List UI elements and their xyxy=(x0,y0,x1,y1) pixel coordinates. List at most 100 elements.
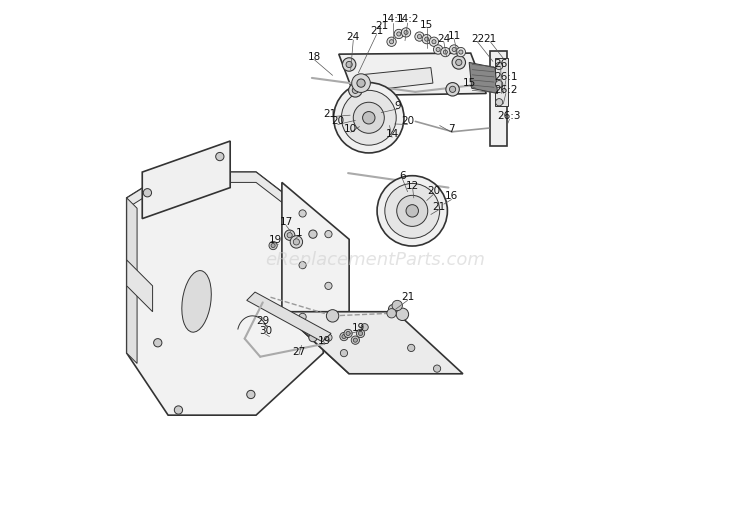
Text: 14: 14 xyxy=(386,129,399,139)
Circle shape xyxy=(404,30,408,34)
Polygon shape xyxy=(490,50,507,146)
Circle shape xyxy=(394,29,404,38)
Circle shape xyxy=(377,176,448,246)
Circle shape xyxy=(452,56,466,69)
Circle shape xyxy=(334,83,404,153)
Circle shape xyxy=(433,365,441,372)
Circle shape xyxy=(325,334,332,341)
Circle shape xyxy=(299,210,306,217)
Circle shape xyxy=(415,32,424,41)
Circle shape xyxy=(143,189,152,197)
Circle shape xyxy=(422,34,431,44)
Text: 21: 21 xyxy=(432,202,445,212)
Circle shape xyxy=(496,81,502,88)
Circle shape xyxy=(216,152,224,161)
Circle shape xyxy=(271,243,275,248)
Text: 21: 21 xyxy=(323,109,337,119)
Circle shape xyxy=(290,236,302,248)
Circle shape xyxy=(352,74,370,93)
Circle shape xyxy=(387,37,396,46)
Text: 14:2: 14:2 xyxy=(396,15,419,24)
Circle shape xyxy=(449,86,456,93)
Text: 22: 22 xyxy=(471,34,484,44)
Circle shape xyxy=(436,47,440,51)
Text: 24: 24 xyxy=(437,34,451,44)
Circle shape xyxy=(269,241,278,250)
Circle shape xyxy=(424,37,429,41)
Circle shape xyxy=(247,391,255,399)
Circle shape xyxy=(401,28,411,37)
Polygon shape xyxy=(127,198,137,363)
Text: 19: 19 xyxy=(269,236,282,245)
Text: 26: 26 xyxy=(494,59,507,70)
Circle shape xyxy=(309,230,317,238)
Text: eReplacementParts.com: eReplacementParts.com xyxy=(265,251,485,269)
Circle shape xyxy=(389,40,394,44)
Text: 1: 1 xyxy=(296,228,302,238)
Circle shape xyxy=(284,230,295,240)
Circle shape xyxy=(387,308,396,318)
Circle shape xyxy=(397,196,427,226)
Text: 14:1: 14:1 xyxy=(381,15,405,24)
Circle shape xyxy=(340,349,347,357)
Text: 7: 7 xyxy=(448,124,454,134)
Polygon shape xyxy=(127,172,323,415)
Circle shape xyxy=(443,50,448,54)
Circle shape xyxy=(299,313,306,320)
Text: 9: 9 xyxy=(394,101,400,111)
Text: 26:2: 26:2 xyxy=(494,85,517,95)
Circle shape xyxy=(362,112,375,124)
Circle shape xyxy=(353,102,384,133)
Polygon shape xyxy=(247,292,331,342)
Circle shape xyxy=(287,232,292,238)
Circle shape xyxy=(459,50,463,54)
Circle shape xyxy=(429,37,439,46)
Circle shape xyxy=(446,83,459,96)
Text: 6: 6 xyxy=(399,171,406,180)
Circle shape xyxy=(356,329,364,337)
Polygon shape xyxy=(142,141,230,218)
Text: 20: 20 xyxy=(427,186,440,196)
Circle shape xyxy=(349,84,362,97)
Circle shape xyxy=(496,62,502,70)
Polygon shape xyxy=(127,172,323,234)
Text: 20: 20 xyxy=(401,116,414,126)
Circle shape xyxy=(357,79,365,87)
Polygon shape xyxy=(470,62,497,94)
Text: 16: 16 xyxy=(445,191,458,201)
Text: 21: 21 xyxy=(401,292,414,302)
Polygon shape xyxy=(127,260,152,311)
Text: 30: 30 xyxy=(259,326,272,336)
Circle shape xyxy=(351,336,359,344)
Text: 15: 15 xyxy=(463,77,476,87)
Text: 26:3: 26:3 xyxy=(498,111,521,121)
Circle shape xyxy=(496,99,502,106)
Circle shape xyxy=(432,40,436,44)
Text: 24: 24 xyxy=(346,32,360,42)
Circle shape xyxy=(361,323,368,331)
Text: 10: 10 xyxy=(344,124,357,134)
Circle shape xyxy=(346,61,352,68)
Circle shape xyxy=(340,332,348,341)
Circle shape xyxy=(154,339,162,347)
Text: 20: 20 xyxy=(332,116,344,126)
Circle shape xyxy=(388,305,398,314)
Text: 26:1: 26:1 xyxy=(494,72,517,83)
Circle shape xyxy=(299,262,306,269)
Circle shape xyxy=(456,59,462,66)
Circle shape xyxy=(346,331,350,335)
Circle shape xyxy=(433,45,442,54)
Circle shape xyxy=(341,90,396,145)
Polygon shape xyxy=(495,58,508,106)
Polygon shape xyxy=(361,68,433,92)
Text: 18: 18 xyxy=(308,51,321,62)
Circle shape xyxy=(325,282,332,290)
Text: 19: 19 xyxy=(318,336,332,346)
Circle shape xyxy=(392,301,403,310)
Text: 17: 17 xyxy=(280,217,292,227)
Text: 15: 15 xyxy=(420,20,434,30)
Circle shape xyxy=(309,333,317,342)
Circle shape xyxy=(326,309,339,322)
Circle shape xyxy=(385,184,439,238)
Circle shape xyxy=(353,338,358,342)
